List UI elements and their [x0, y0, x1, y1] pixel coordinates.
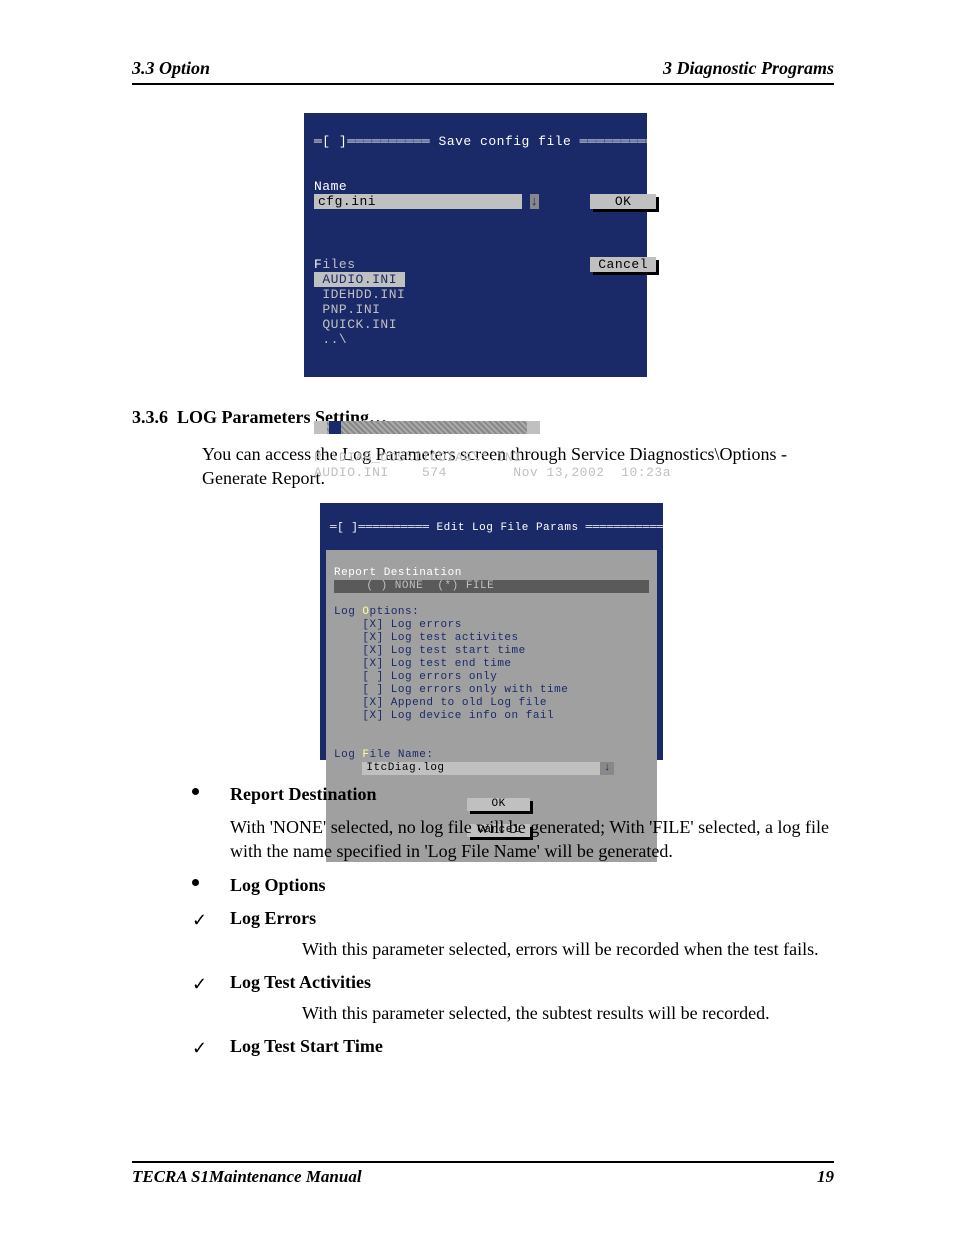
- file-item-selected[interactable]: AUDIO.INI: [314, 272, 405, 287]
- page-header: 3.3 Option 3 Diagnostic Programs: [132, 58, 834, 85]
- status-time: 10:23a: [621, 465, 671, 480]
- check-item: ✓ Log Test Activities With this paramete…: [192, 972, 834, 1024]
- report-dest-label: Report Destination: [334, 567, 462, 579]
- name-down-icon[interactable]: ↓: [530, 194, 538, 209]
- cancel-button[interactable]: Cancel: [590, 257, 656, 272]
- log-file-input[interactable]: ItcDiag.log: [362, 762, 600, 775]
- check-item: ✓ Log Test Start Time: [192, 1036, 834, 1057]
- check-item: ✓ Log Errors With this parameter selecte…: [192, 908, 834, 960]
- status-date: Nov 13,2002: [513, 465, 604, 480]
- name-input[interactable]: cfg.ini: [314, 194, 522, 209]
- dialog-title: ═[ ]══════════ Save config file ════════…: [314, 134, 637, 149]
- page-footer: TECRA S1Maintenance Manual 19: [132, 1161, 834, 1187]
- footer-left: TECRA S1Maintenance Manual: [132, 1167, 362, 1187]
- status-file: AUDIO.INI: [314, 465, 389, 480]
- list-item: Log Options: [192, 875, 834, 896]
- list-item: Report Destination With 'NONE' selected,…: [192, 784, 834, 864]
- status-size: 574: [422, 465, 447, 480]
- file-item[interactable]: IDEHDD.INI: [322, 287, 405, 302]
- file-item[interactable]: ..\: [322, 332, 347, 347]
- dest-none-radio[interactable]: ( ) NONE: [366, 580, 423, 592]
- header-left: 3.3 Option: [132, 58, 210, 79]
- file-item[interactable]: QUICK.INI: [322, 317, 397, 332]
- bullet-list: Report Destination With 'NONE' selected,…: [132, 784, 834, 897]
- dest-file-radio[interactable]: (*) FILE: [437, 580, 494, 592]
- bullet-icon: [192, 788, 199, 795]
- horizontal-scrollbar[interactable]: [314, 421, 540, 434]
- section-number: 3.3.6: [132, 407, 168, 427]
- header-right: 3 Diagnostic Programs: [663, 58, 834, 79]
- footer-right: 19: [817, 1167, 834, 1187]
- bullet-icon: [192, 879, 199, 886]
- dialog-title: ═[ ]══════════ Edit Log File Params ════…: [330, 522, 653, 535]
- file-item[interactable]: PNP.INI: [322, 302, 380, 317]
- name-label: Name: [314, 179, 347, 194]
- path-line: R:\DIAG_DOS\ITCDIAG\*.INI: [314, 450, 522, 465]
- check-icon: ✓: [192, 910, 207, 931]
- check-icon: ✓: [192, 974, 207, 995]
- down-arrow-icon[interactable]: ↓: [600, 762, 614, 775]
- log-option-list[interactable]: [X] Log errors [X] Log test activites [X…: [334, 619, 649, 723]
- save-config-dialog: ═[ ]══════════ Save config file ════════…: [304, 113, 647, 377]
- files-hotkey: F: [314, 257, 322, 272]
- edit-log-params-dialog: ═[ ]══════════ Edit Log File Params ════…: [320, 503, 663, 760]
- check-icon: ✓: [192, 1038, 207, 1059]
- ok-button[interactable]: OK: [590, 194, 656, 209]
- check-list: ✓ Log Errors With this parameter selecte…: [132, 908, 834, 1057]
